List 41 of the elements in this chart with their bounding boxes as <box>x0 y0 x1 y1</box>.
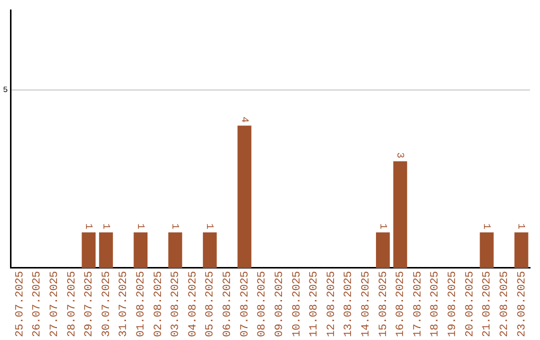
data-label: 1 <box>376 223 388 230</box>
x-tick-label: 25.07.2025 <box>14 270 26 338</box>
x-tick-label: 29.07.2025 <box>84 270 96 338</box>
data-label: 1 <box>514 223 526 230</box>
data-label: 1 <box>134 223 145 230</box>
data-label: 1 <box>168 223 180 230</box>
x-tick-label: 08.08.2025 <box>256 270 269 338</box>
x-tick-label: 28.07.2025 <box>66 270 78 338</box>
x-tick-label: 27.07.2025 <box>48 270 61 338</box>
x-tick-label: 09.08.2025 <box>274 270 286 338</box>
x-tick-label: 20.08.2025 <box>464 270 476 338</box>
x-tick-label: 30.07.2025 <box>100 270 113 338</box>
x-tick-label: 23.08.2025 <box>516 270 528 338</box>
data-label: 3 <box>394 152 405 158</box>
data-label: 1 <box>82 223 94 230</box>
x-tick-label: 22.08.2025 <box>498 270 511 338</box>
x-tick-label: 14.08.2025 <box>360 270 372 338</box>
x-tick-label: 13.08.2025 <box>343 270 356 338</box>
data-label: 1 <box>480 223 492 230</box>
x-tick-label: 12.08.2025 <box>326 270 338 338</box>
x-tick-label: 01.08.2025 <box>136 270 148 338</box>
x-tick-label: 02.08.2025 <box>152 270 165 338</box>
x-tick-label: 18.08.2025 <box>430 270 442 338</box>
x-tick-label: 17.08.2025 <box>412 270 424 338</box>
data-label: 1 <box>203 223 214 230</box>
x-tick-label: 11.08.2025 <box>308 270 321 338</box>
data-label: 1 <box>99 223 110 230</box>
x-tick-label: 31.07.2025 <box>118 270 130 338</box>
data-label: 4 <box>238 116 249 123</box>
x-tick-label: 15.08.2025 <box>378 270 390 338</box>
x-tick-label: 04.08.2025 <box>187 270 200 338</box>
x-tick-label: 06.08.2025 <box>222 270 234 338</box>
x-tick-label: 10.08.2025 <box>291 270 304 338</box>
x-tick-label: 16.08.2025 <box>395 270 408 338</box>
x-tick-label: 21.08.2025 <box>482 270 494 338</box>
x-tick-label: 07.08.2025 <box>239 270 252 338</box>
y-tick-label: 5 <box>2 86 8 96</box>
x-tick-label: 03.08.2025 <box>170 270 182 338</box>
x-tick-label: 19.08.2025 <box>447 270 460 338</box>
x-tick-label: 05.08.2025 <box>204 270 217 338</box>
x-tick-label: 26.07.2025 <box>32 270 44 338</box>
